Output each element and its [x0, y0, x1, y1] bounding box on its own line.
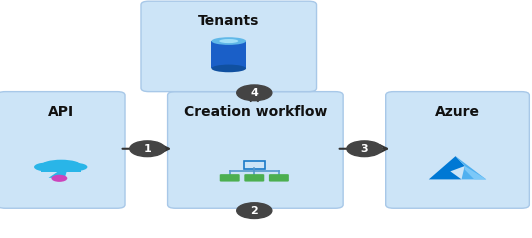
FancyBboxPatch shape: [269, 174, 289, 182]
Ellipse shape: [64, 163, 87, 171]
Polygon shape: [48, 172, 66, 178]
Text: 4: 4: [251, 88, 258, 98]
FancyBboxPatch shape: [386, 92, 529, 208]
Text: Tenants: Tenants: [198, 14, 260, 28]
Text: 2: 2: [251, 206, 258, 216]
Ellipse shape: [34, 163, 60, 171]
FancyBboxPatch shape: [244, 174, 264, 182]
Circle shape: [347, 141, 382, 157]
FancyBboxPatch shape: [168, 92, 343, 208]
Polygon shape: [455, 156, 486, 179]
FancyBboxPatch shape: [141, 1, 317, 92]
Text: API: API: [48, 105, 74, 119]
FancyBboxPatch shape: [211, 41, 246, 69]
Circle shape: [130, 141, 165, 157]
Circle shape: [52, 175, 68, 182]
Text: Creation workflow: Creation workflow: [184, 105, 327, 119]
Circle shape: [237, 85, 272, 101]
Ellipse shape: [41, 160, 81, 171]
Text: 1: 1: [144, 144, 151, 154]
FancyBboxPatch shape: [0, 92, 125, 208]
Polygon shape: [429, 156, 465, 179]
Text: Azure: Azure: [435, 105, 480, 119]
FancyBboxPatch shape: [244, 161, 265, 169]
Ellipse shape: [219, 39, 238, 43]
Ellipse shape: [211, 64, 246, 72]
Polygon shape: [465, 166, 486, 179]
Circle shape: [237, 203, 272, 218]
Text: 3: 3: [361, 144, 368, 154]
Ellipse shape: [211, 37, 246, 45]
FancyBboxPatch shape: [41, 164, 81, 172]
FancyBboxPatch shape: [220, 174, 240, 182]
